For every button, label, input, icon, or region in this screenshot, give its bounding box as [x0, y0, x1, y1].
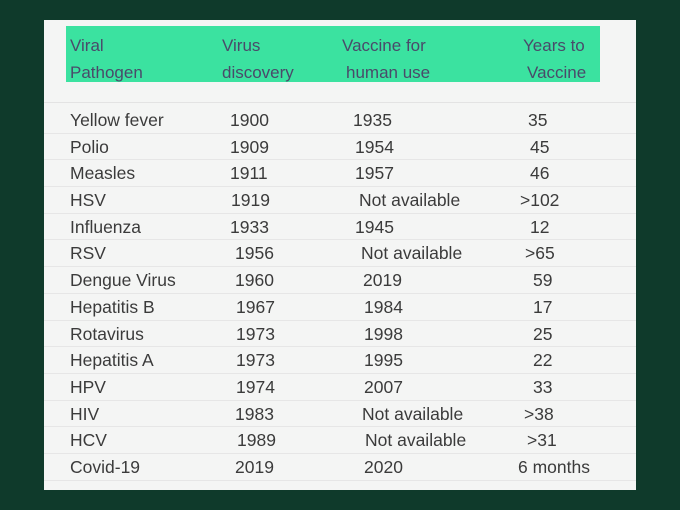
table-row: Polio 1909 1954 45: [44, 134, 636, 161]
table-row: Hepatitis A 1973 1995 22: [44, 347, 636, 374]
cell-pathogen: HCV: [70, 430, 107, 451]
cell-vaccine: Not available: [362, 403, 464, 424]
cell-discovery: 1974: [236, 376, 275, 397]
cell-discovery: 1967: [236, 296, 275, 317]
header-vaccine-line1: Vaccine for: [342, 36, 426, 55]
cell-years: 12: [530, 216, 550, 237]
cell-vaccine: 1998: [364, 323, 403, 344]
cell-discovery: 1983: [235, 403, 274, 424]
cell-years: >102: [520, 190, 560, 211]
table-row: Rotavirus 1973 1998 25: [44, 321, 636, 348]
table-row: HCV 1989 Not available >31: [44, 427, 636, 454]
cell-pathogen: Measles: [70, 163, 136, 184]
cell-pathogen: HPV: [70, 376, 106, 397]
cell-vaccine: 1954: [355, 136, 394, 157]
header-discovery-line1: Virus: [222, 36, 261, 55]
vaccine-table-card: Viral Pathogen Virus discovery Vaccine f…: [44, 20, 636, 490]
cell-years: >65: [525, 243, 555, 264]
cell-vaccine: Not available: [365, 430, 467, 451]
cell-pathogen: Hepatitis B: [70, 296, 155, 317]
cell-pathogen: Influenza: [70, 216, 142, 237]
cell-pathogen: Polio: [70, 136, 109, 157]
header-years: Years to Vaccine: [523, 32, 586, 86]
table-row: HPV 1974 2007 33: [44, 374, 636, 401]
cell-discovery: 2019: [235, 456, 274, 477]
cell-vaccine: Not available: [359, 190, 461, 211]
cell-discovery: 1956: [235, 243, 274, 264]
cell-pathogen: HIV: [70, 403, 100, 424]
cell-pathogen: Hepatitis A: [70, 350, 154, 371]
cell-pathogen: Rotavirus: [70, 323, 144, 344]
cell-years: 6 months: [518, 456, 590, 477]
cell-years: 35: [528, 110, 548, 130]
cell-pathogen: HSV: [70, 190, 106, 211]
header-years-line2: Vaccine: [527, 63, 587, 82]
table-row: Influenza 1933 1945 12: [44, 214, 636, 241]
cell-years: 59: [533, 270, 553, 291]
cell-discovery: 1933: [230, 216, 269, 237]
cell-discovery: 1960: [235, 270, 274, 291]
cell-discovery: 1900: [230, 110, 269, 130]
cell-vaccine: Not available: [361, 243, 463, 264]
cell-discovery: 1911: [230, 163, 268, 184]
cell-pathogen: Yellow fever: [70, 110, 164, 130]
cell-vaccine: 1945: [355, 216, 394, 237]
cell-vaccine: 1984: [364, 296, 403, 317]
cell-vaccine: 2019: [363, 270, 402, 291]
table-row: HIV 1983 Not available >38: [44, 401, 636, 428]
header-pathogen-line1: Viral: [70, 36, 104, 55]
header-vaccine: Vaccine for human use: [342, 32, 430, 86]
cell-years: 17: [533, 296, 553, 317]
cell-years: >38: [524, 403, 554, 424]
cell-pathogen: Dengue Virus: [70, 270, 176, 291]
header-vaccine-line2: human use: [346, 63, 431, 82]
cell-discovery: 1919: [231, 190, 270, 211]
cell-vaccine: 1995: [364, 350, 403, 371]
table-row: Dengue Virus 1960 2019 59: [44, 267, 636, 294]
cell-discovery: 1989: [237, 430, 276, 451]
table-row: RSV 1956 Not available >65: [44, 240, 636, 268]
cell-years: 22: [533, 350, 553, 371]
header-years-line1: Years to: [523, 36, 585, 55]
cell-discovery: 1973: [236, 350, 275, 371]
table-row: Yellow fever 1900 1935 35: [44, 107, 636, 134]
cell-vaccine: 2007: [364, 376, 403, 397]
cell-years: 46: [530, 163, 550, 184]
cell-years: 33: [533, 376, 553, 397]
table-row: Measles 1911 1957 46: [44, 160, 636, 188]
cell-years: >31: [527, 430, 557, 451]
cell-discovery: 1973: [236, 323, 275, 344]
header-discovery-line2: discovery: [222, 63, 294, 82]
header-pathogen-line2: Pathogen: [70, 63, 143, 82]
cell-vaccine: 2020: [364, 456, 403, 477]
header-pathogen: Viral Pathogen: [70, 32, 143, 86]
table-row: Covid-19 2019 2020 6 months: [44, 454, 636, 481]
header-discovery: Virus discovery: [222, 32, 294, 86]
cell-years: 45: [530, 136, 550, 157]
cell-vaccine: 1935: [353, 110, 392, 130]
cell-discovery: 1909: [230, 136, 269, 157]
cell-years: 25: [533, 323, 553, 344]
table-row: Hepatitis B 1967 1984 17: [44, 294, 636, 321]
header-divider: [44, 102, 636, 103]
table-body: Yellow fever 1900 1935 35 Polio 1909 1954 45 Mea…: [44, 107, 636, 481]
table-row: HSV 1919 Not available >102: [44, 187, 636, 214]
cell-pathogen: RSV: [70, 243, 106, 264]
table-header: Viral Pathogen Virus discovery Vaccine f…: [66, 26, 600, 82]
cell-pathogen: Covid-19: [70, 456, 141, 477]
cell-vaccine: 1957: [355, 163, 394, 184]
